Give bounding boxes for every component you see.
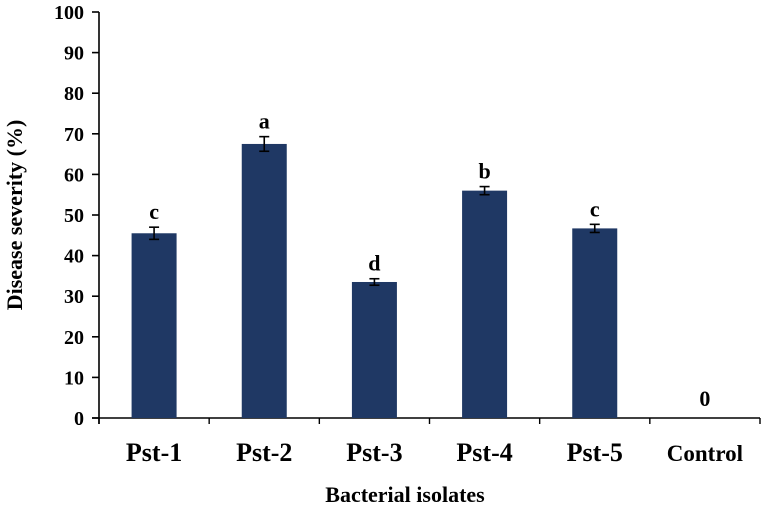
- significance-letter: c: [590, 196, 600, 221]
- y-tick-label: 10: [64, 367, 84, 389]
- y-tick-label: 30: [64, 286, 84, 308]
- y-tick-label: 60: [64, 164, 84, 186]
- x-tick-label: Pst-2: [236, 438, 292, 467]
- y-tick-label: 0: [74, 408, 84, 430]
- bar: [131, 233, 177, 418]
- value-label: 0: [699, 386, 710, 411]
- y-tick-label: 80: [64, 83, 84, 105]
- y-tick-label: 40: [64, 246, 84, 268]
- x-tick-label: Pst-5: [567, 438, 623, 467]
- x-tick-label: Control: [667, 441, 743, 466]
- bar: [462, 190, 508, 418]
- y-tick-label: 70: [64, 124, 84, 146]
- significance-letter: c: [149, 199, 159, 224]
- significance-letter: b: [478, 159, 490, 184]
- significance-letter: d: [368, 251, 380, 276]
- y-tick-label: 90: [64, 43, 84, 65]
- y-tick-label: 50: [64, 205, 84, 227]
- bar: [241, 143, 287, 418]
- x-axis-label: Bacterial isolates: [325, 482, 485, 507]
- y-tick-label: 20: [64, 327, 84, 349]
- significance-letter: a: [259, 109, 270, 134]
- bar: [572, 228, 618, 418]
- y-tick-label: 100: [54, 2, 84, 24]
- x-tick-label: Pst-1: [126, 438, 182, 467]
- x-tick-label: Pst-4: [456, 438, 512, 467]
- x-tick-label: Pst-3: [346, 438, 402, 467]
- bar: [351, 281, 397, 418]
- plot-area: 0 10 20 30 40 50 60 70 80 90 100 c Pst-1 a Pst-2 d Pst-3…: [54, 2, 761, 467]
- y-axis-label: Disease severity (%): [2, 120, 27, 311]
